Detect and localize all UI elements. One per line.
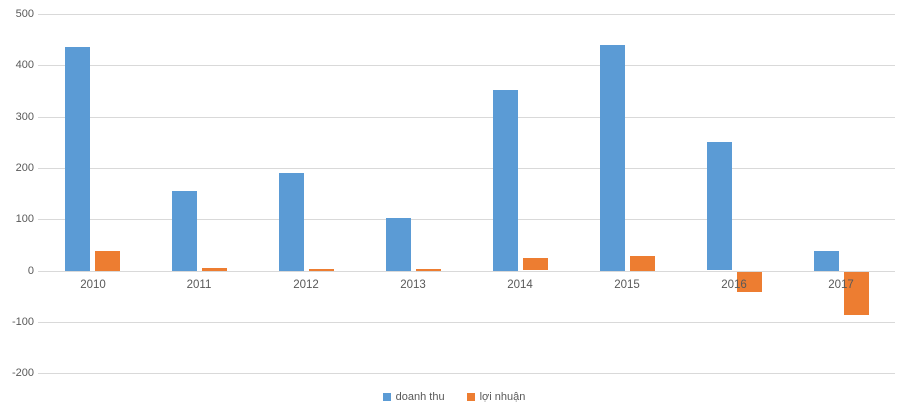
x-axis-tick-label: 2014: [507, 279, 533, 291]
legend: doanh thu lợi nhuận: [0, 391, 908, 403]
x-axis-tick-label: 2012: [293, 279, 319, 291]
x-axis-tick-label: 2010: [80, 279, 106, 291]
gridline: [38, 373, 895, 374]
gridline: [38, 219, 895, 220]
legend-label: lợi nhuận: [479, 391, 526, 403]
bar-loi-nhuan-2011: [202, 268, 227, 271]
x-axis-tick-label: 2013: [400, 279, 426, 291]
bar-doanh-thu-2011: [172, 191, 197, 271]
legend-swatch-doanh-thu-icon: [382, 393, 391, 401]
bar-loi-nhuan-2010: [95, 251, 120, 271]
bar-loi-nhuan-2017: [844, 272, 869, 315]
y-axis-tick-label: -100: [11, 316, 34, 328]
bar-loi-nhuan-2014: [523, 258, 548, 270]
bar-doanh-thu-2017: [814, 251, 839, 271]
y-axis-tick-label: -200: [11, 367, 34, 379]
bar-doanh-thu-2015: [600, 45, 625, 271]
x-axis-tick-label: 2015: [614, 279, 640, 291]
legend-item-loi-nhuan: lợi nhuận: [466, 391, 526, 403]
x-axis-tick-label: 2017: [828, 279, 854, 291]
y-axis-tick-label: 200: [15, 162, 34, 174]
legend-item-doanh-thu: doanh thu: [382, 391, 445, 403]
y-axis-tick-label: 500: [15, 8, 34, 20]
y-axis-tick-label: 300: [15, 111, 34, 123]
gridline: [38, 322, 895, 323]
bar-loi-nhuan-2012: [309, 269, 334, 271]
x-axis-tick-label: 2011: [186, 279, 212, 291]
bar-doanh-thu-2010: [65, 47, 90, 271]
y-axis-tick-label: 0: [27, 265, 34, 277]
legend-label: doanh thu: [395, 391, 445, 403]
x-axis-tick-label: 2016: [721, 279, 747, 291]
gridline: [38, 65, 895, 66]
bar-doanh-thu-2016: [707, 142, 732, 270]
x-axis-line: [38, 271, 895, 272]
y-axis-tick-label: 400: [15, 59, 34, 71]
legend-swatch-loi-nhuan-icon: [466, 393, 475, 401]
bar-doanh-thu-2012: [279, 173, 304, 271]
bar-loi-nhuan-2016: [737, 272, 762, 292]
y-axis-tick-label: 100: [15, 213, 34, 225]
gridline: [38, 168, 895, 169]
bar-doanh-thu-2013: [386, 218, 411, 271]
bar-loi-nhuan-2013: [416, 269, 441, 271]
gridline: [38, 14, 895, 15]
gridline: [38, 117, 895, 118]
bar-loi-nhuan-2015: [630, 256, 655, 271]
bar-doanh-thu-2014: [493, 90, 518, 271]
